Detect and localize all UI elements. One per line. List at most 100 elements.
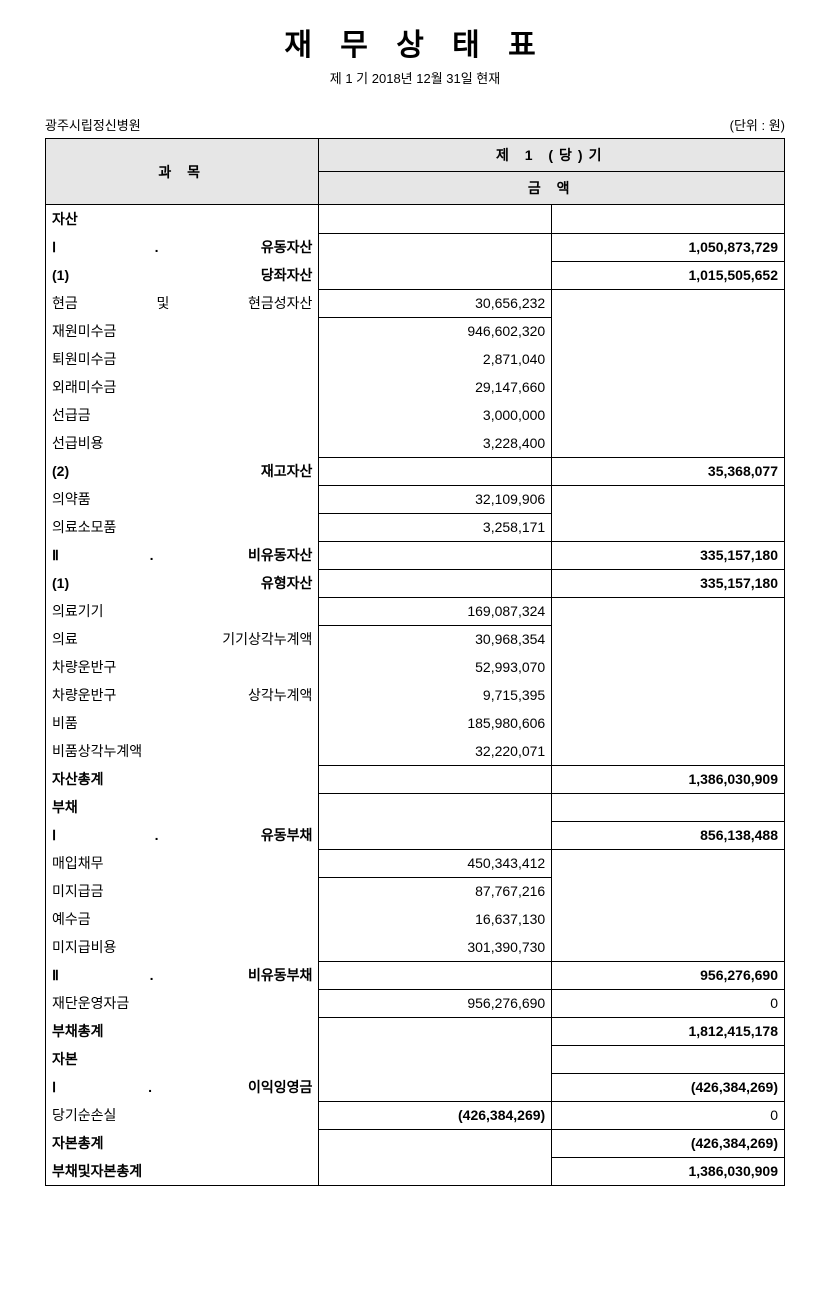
sub-amount [319,541,552,569]
total-amount: 35,368,077 [552,457,785,485]
table-row: (2) 재고자산 35,368,077 [46,457,785,485]
account-label: (1) 유형자산 [46,569,319,597]
account-label: 자본총계 [46,1129,319,1157]
table-row: Ⅰ. 유동부채 856,138,488 [46,821,785,849]
sub-amount: 30,656,232 [319,289,552,317]
sub-amount: 169,087,324 [319,597,552,625]
header-amount: 금 액 [319,172,785,205]
total-amount: 335,157,180 [552,569,785,597]
sub-amount: 946,602,320 [319,317,552,345]
balance-sheet-table: 과 목 제 1 (당)기 금 액 자산Ⅰ. 유동자산1,050,873,729(… [45,138,785,1186]
sub-amount: 32,109,906 [319,485,552,513]
sub-amount [319,765,552,793]
table-row: Ⅱ. 비유동자산 335,157,180 [46,541,785,569]
account-label: 매입채무 [46,849,319,877]
sub-amount [319,233,552,261]
account-label: 재원미수금 [46,317,319,345]
account-label: 선급비용 [46,429,319,457]
account-label: 의료 기기상각누계액 [46,625,319,653]
total-amount [552,1045,785,1073]
table-row: 선급금3,000,000 [46,401,785,429]
table-row: (1) 유형자산 335,157,180 [46,569,785,597]
table-row: 자본 [46,1045,785,1073]
total-amount [552,373,785,401]
total-amount [552,597,785,625]
account-label: 현금 및 현금성자산 [46,289,319,317]
table-row: 미지급비용301,390,730 [46,933,785,961]
sub-amount: 956,276,690 [319,989,552,1017]
total-amount [552,401,785,429]
sub-amount [319,1129,552,1157]
account-label: 부채및자본총계 [46,1157,319,1186]
table-row: 자산 [46,205,785,234]
sub-amount: 9,715,395 [319,681,552,709]
table-row: Ⅱ. 비유동부채956,276,690 [46,961,785,989]
account-label: Ⅰ. 유동부채 [46,821,319,849]
table-row: 재단운영자금956,276,6900 [46,989,785,1017]
table-row: 비품185,980,606 [46,709,785,737]
table-row: 현금 및 현금성자산30,656,232 [46,289,785,317]
table-row: 부채총계 1,812,415,178 [46,1017,785,1045]
sub-amount [319,261,552,289]
table-row: 의료소모품3,258,171 [46,513,785,541]
total-amount: 856,138,488 [552,821,785,849]
org-name: 광주시립정신병원 [45,115,141,134]
table-row: 재원미수금946,602,320 [46,317,785,345]
total-amount [552,485,785,513]
total-amount: 1,812,415,178 [552,1017,785,1045]
total-amount [552,849,785,877]
table-row: 부채및자본총계1,386,030,909 [46,1157,785,1186]
table-row: Ⅰ. 이익잉영금(426,384,269) [46,1073,785,1101]
table-row: Ⅰ. 유동자산1,050,873,729 [46,233,785,261]
sub-amount [319,457,552,485]
account-label: 부채총계 [46,1017,319,1045]
total-amount [552,205,785,234]
sub-amount [319,821,552,849]
meta-row: 광주시립정신병원 (단위 : 원) [45,115,785,134]
account-label: Ⅱ. 비유동자산 [46,541,319,569]
sub-amount [319,793,552,821]
sub-amount [319,569,552,597]
header-account: 과 목 [46,139,319,205]
table-row: 자본총계(426,384,269) [46,1129,785,1157]
table-row: 의료기기169,087,324 [46,597,785,625]
sub-amount: 2,871,040 [319,345,552,373]
table-row: 외래미수금29,147,660 [46,373,785,401]
account-label: (2) 재고자산 [46,457,319,485]
account-label: 자본 [46,1045,319,1073]
sub-amount: 16,637,130 [319,905,552,933]
total-amount [552,877,785,905]
table-row: 부채 [46,793,785,821]
total-amount [552,625,785,653]
total-amount: 335,157,180 [552,541,785,569]
sub-amount: 3,000,000 [319,401,552,429]
account-label: 비품상각누계액 [46,737,319,765]
total-amount: 1,386,030,909 [552,765,785,793]
sub-amount [319,1157,552,1186]
total-amount [552,317,785,345]
total-amount: 0 [552,1101,785,1129]
table-row: 자산총계1,386,030,909 [46,765,785,793]
total-amount: 1,015,505,652 [552,261,785,289]
account-label: 당기순손실 [46,1101,319,1129]
account-label: 의약품 [46,485,319,513]
total-amount [552,513,785,541]
total-amount: 0 [552,989,785,1017]
page-subtitle: 제 1 기 2018년 12월 31일 현재 [45,68,785,87]
total-amount [552,933,785,961]
page-title: 재 무 상 태 표 [45,20,785,64]
account-label: 미지급비용 [46,933,319,961]
total-amount: 956,276,690 [552,961,785,989]
account-label: 미지급금 [46,877,319,905]
account-label: 외래미수금 [46,373,319,401]
account-label: 차량운반구 [46,653,319,681]
account-label: (1) 당좌자산 [46,261,319,289]
sub-amount: 450,343,412 [319,849,552,877]
sub-amount [319,1017,552,1045]
total-amount [552,737,785,765]
total-amount: 1,050,873,729 [552,233,785,261]
account-label: 비품 [46,709,319,737]
table-row: 퇴원미수금2,871,040 [46,345,785,373]
table-row: 차량운반구 상각누계액9,715,395 [46,681,785,709]
account-label: 차량운반구 상각누계액 [46,681,319,709]
